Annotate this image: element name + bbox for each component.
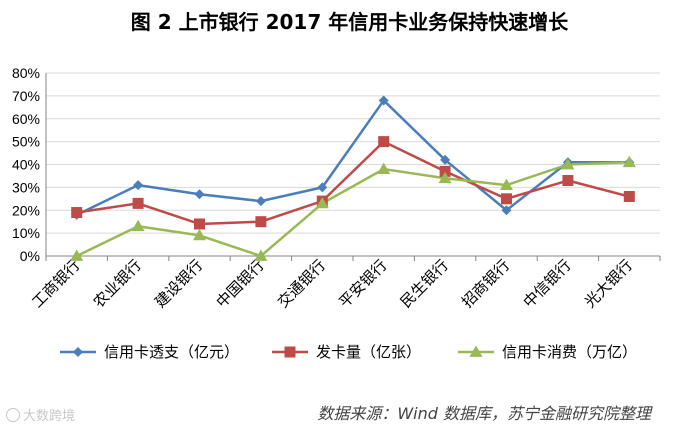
series-3-point <box>561 158 575 170</box>
y-tick-label: 0% <box>20 248 40 264</box>
series-1-point <box>133 180 144 191</box>
series-line-1 <box>76 99 630 216</box>
series-3-point <box>131 219 145 232</box>
series-3-point <box>70 249 84 261</box>
series-1-point <box>194 189 205 200</box>
chart-title: 图 2 上市银行 2017 年信用卡业务保持快速增长 <box>130 10 569 34</box>
series-2-point <box>623 191 635 203</box>
y-tick-label: 70% <box>12 88 40 104</box>
series-3-point <box>622 155 636 168</box>
series-2-point <box>255 216 267 228</box>
series-line-2 <box>76 140 630 226</box>
watermark-text: 大数跨境 <box>23 409 76 424</box>
series-2-point <box>132 197 144 209</box>
y-tick-label: 10% <box>12 225 40 241</box>
y-tick-label: 40% <box>12 157 40 173</box>
series-3-point <box>500 178 513 190</box>
x-category-label: 平安银行 <box>335 256 390 311</box>
legend-label-1: 信用卡透支（亿元） <box>104 343 239 361</box>
x-category-label: 农业银行 <box>90 256 145 311</box>
source-note: 数据来源：Wind 数据库，苏宁金融研究院整理 <box>317 404 651 423</box>
series-2-point <box>378 136 390 148</box>
x-category-label: 民生银行 <box>397 256 452 311</box>
series-1-point <box>317 182 328 193</box>
y-tick-label: 50% <box>12 134 40 150</box>
legend-label-3: 信用卡消费（万亿） <box>502 343 637 361</box>
x-category-label: 工商银行 <box>28 256 83 311</box>
series-3-point <box>377 162 391 174</box>
series-3-point <box>438 171 452 184</box>
legend-label-2: 发卡量（亿张） <box>316 343 421 361</box>
series-2-point <box>194 218 205 230</box>
series-3-point <box>193 228 206 241</box>
series-2-point <box>439 165 451 177</box>
legend-marker-2 <box>284 346 296 358</box>
watermark-logo-icon <box>6 408 20 422</box>
watermark: 大数跨境 <box>6 408 75 425</box>
legend-marker-3 <box>469 345 483 357</box>
y-tick-label: 30% <box>12 179 40 195</box>
series-1-point <box>440 154 451 165</box>
x-category-label: 交通银行 <box>274 256 329 311</box>
series-2-point <box>562 175 574 187</box>
series-3-point <box>315 196 329 209</box>
series-1-point <box>255 196 266 207</box>
x-category-label: 建设银行 <box>151 256 206 311</box>
y-tick-label: 20% <box>12 202 40 218</box>
x-category-label: 招商银行 <box>458 256 513 311</box>
series-3-point <box>254 249 268 261</box>
y-tick-label: 60% <box>12 111 40 127</box>
series-1-point <box>501 205 512 216</box>
series-1-point <box>378 95 389 106</box>
series-2-point <box>501 193 512 205</box>
x-category-label: 中信银行 <box>520 256 575 311</box>
legend-marker-1 <box>73 347 83 357</box>
series-line-3 <box>76 160 630 258</box>
x-category-label: 中国银行 <box>213 256 268 311</box>
x-category-label: 光大银行 <box>581 256 636 311</box>
y-tick-label: 80% <box>12 65 40 81</box>
series-2-point <box>71 207 83 219</box>
